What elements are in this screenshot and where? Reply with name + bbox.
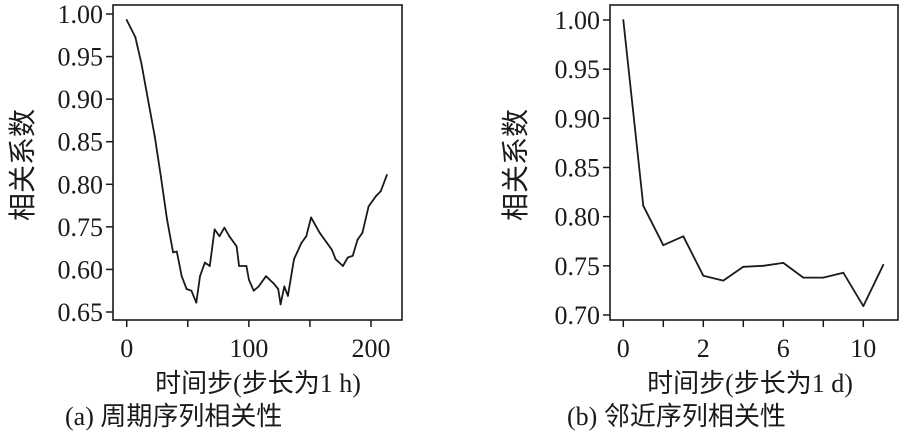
series-line-adjacent: [622, 19, 885, 308]
data-point: [125, 19, 128, 21]
data-point: [882, 263, 885, 266]
data-point: [160, 175, 162, 178]
data-point: [318, 231, 321, 234]
data-point: [213, 228, 216, 231]
data-point: [331, 248, 333, 251]
y-tick-label: 0.90: [58, 85, 104, 114]
data-point: [862, 305, 865, 308]
data-point: [180, 275, 183, 278]
data-point: [702, 274, 705, 277]
y-tick-label: 0.80: [555, 203, 601, 232]
data-point: [134, 36, 137, 38]
y-tick-label: 0.85: [555, 154, 601, 183]
data-point: [682, 235, 685, 238]
data-point: [238, 265, 240, 267]
y-tick-label: 0.85: [58, 128, 104, 157]
y-tick-label: 0.65: [58, 298, 104, 327]
data-point: [762, 264, 765, 267]
y-tick-label: 0.70: [555, 301, 601, 330]
data-point: [218, 235, 221, 238]
data-point: [310, 216, 313, 219]
y-tick-label: 1.00: [555, 6, 601, 35]
data-point: [252, 289, 255, 292]
data-point: [199, 275, 201, 278]
data-point: [153, 135, 156, 138]
y-tick-label: 0.60: [58, 255, 104, 284]
data-point: [305, 235, 308, 238]
data-point: [742, 265, 745, 268]
data-point: [277, 288, 280, 290]
y-tick-label: 0.90: [555, 104, 601, 133]
data-point: [346, 256, 349, 259]
data-point: [622, 19, 625, 21]
x-tick-label: 0: [617, 334, 630, 363]
data-point: [662, 244, 665, 247]
data-point: [166, 218, 168, 221]
data-point: [334, 258, 337, 261]
data-point: [782, 261, 785, 264]
data-point: [802, 276, 805, 279]
chart-panel-b: 1.00 0.95 0.90 0.85 0.80 0.75 0.70 0 2 6 10 时间步(步长为…: [500, 4, 899, 431]
panel-caption: (a) 周期序列相关性: [65, 402, 282, 431]
x-axis-label: 时间步(步长为1 h): [155, 369, 361, 398]
data-point: [374, 195, 377, 198]
x-tick-label: 100: [229, 334, 268, 363]
y-tick-label: 0.80: [58, 170, 104, 199]
data-point: [145, 88, 148, 91]
panel-caption: (b) 邻近序列相关性: [567, 402, 786, 431]
data-point: [247, 278, 250, 281]
data-point: [185, 288, 188, 290]
x-tick-label: 0: [120, 334, 133, 363]
data-point: [351, 254, 354, 257]
data-point: [190, 289, 193, 292]
data-point: [272, 282, 275, 284]
data-point: [385, 174, 388, 176]
y-tick-label: 0.75: [58, 213, 104, 242]
data-point: [283, 285, 286, 288]
data-point: [842, 271, 845, 274]
data-point: [326, 242, 328, 244]
y-tick-label: 0.75: [555, 252, 601, 281]
data-point: [300, 242, 303, 244]
plot-frame: [609, 4, 899, 321]
data-point: [287, 294, 289, 297]
x-tick-label: 2: [697, 334, 710, 363]
y-tick-label: 1.00: [58, 0, 104, 29]
y-tick-label: 0.95: [555, 55, 601, 84]
data-point: [223, 226, 226, 229]
data-point: [235, 245, 238, 248]
data-point: [642, 204, 645, 207]
data-point: [361, 231, 364, 234]
data-point: [265, 275, 267, 278]
data-point: [257, 285, 260, 288]
x-axis-label: 时间步(步长为1 d): [647, 369, 853, 398]
data-point: [203, 261, 206, 264]
data-point: [822, 276, 825, 279]
y-tick-label: 0.95: [58, 43, 104, 72]
data-point: [195, 301, 198, 304]
series-line-periodic: [125, 19, 388, 306]
data-point: [175, 250, 178, 253]
data-point: [293, 258, 295, 261]
data-point: [356, 238, 359, 241]
data-point: [228, 235, 231, 238]
data-point: [245, 265, 248, 267]
y-axis-label: 相关系数: [500, 109, 532, 221]
y-axis-label: 相关系数: [7, 109, 39, 221]
data-point: [342, 265, 344, 267]
data-point: [208, 265, 211, 267]
data-point: [140, 62, 143, 65]
x-tick-label: 10: [850, 334, 876, 363]
data-point: [367, 205, 370, 208]
x-tick-label: 200: [352, 334, 391, 363]
plot-frame: [112, 4, 403, 321]
data-point: [722, 279, 725, 282]
data-point: [279, 303, 282, 306]
data-point: [172, 251, 175, 254]
chart-panel-a: 1.00 0.95 0.90 0.85 0.80 0.75 0.60 0.65 0 100 200 时…: [7, 0, 403, 431]
x-tick-label: 6: [777, 334, 790, 363]
data-point: [379, 190, 382, 192]
